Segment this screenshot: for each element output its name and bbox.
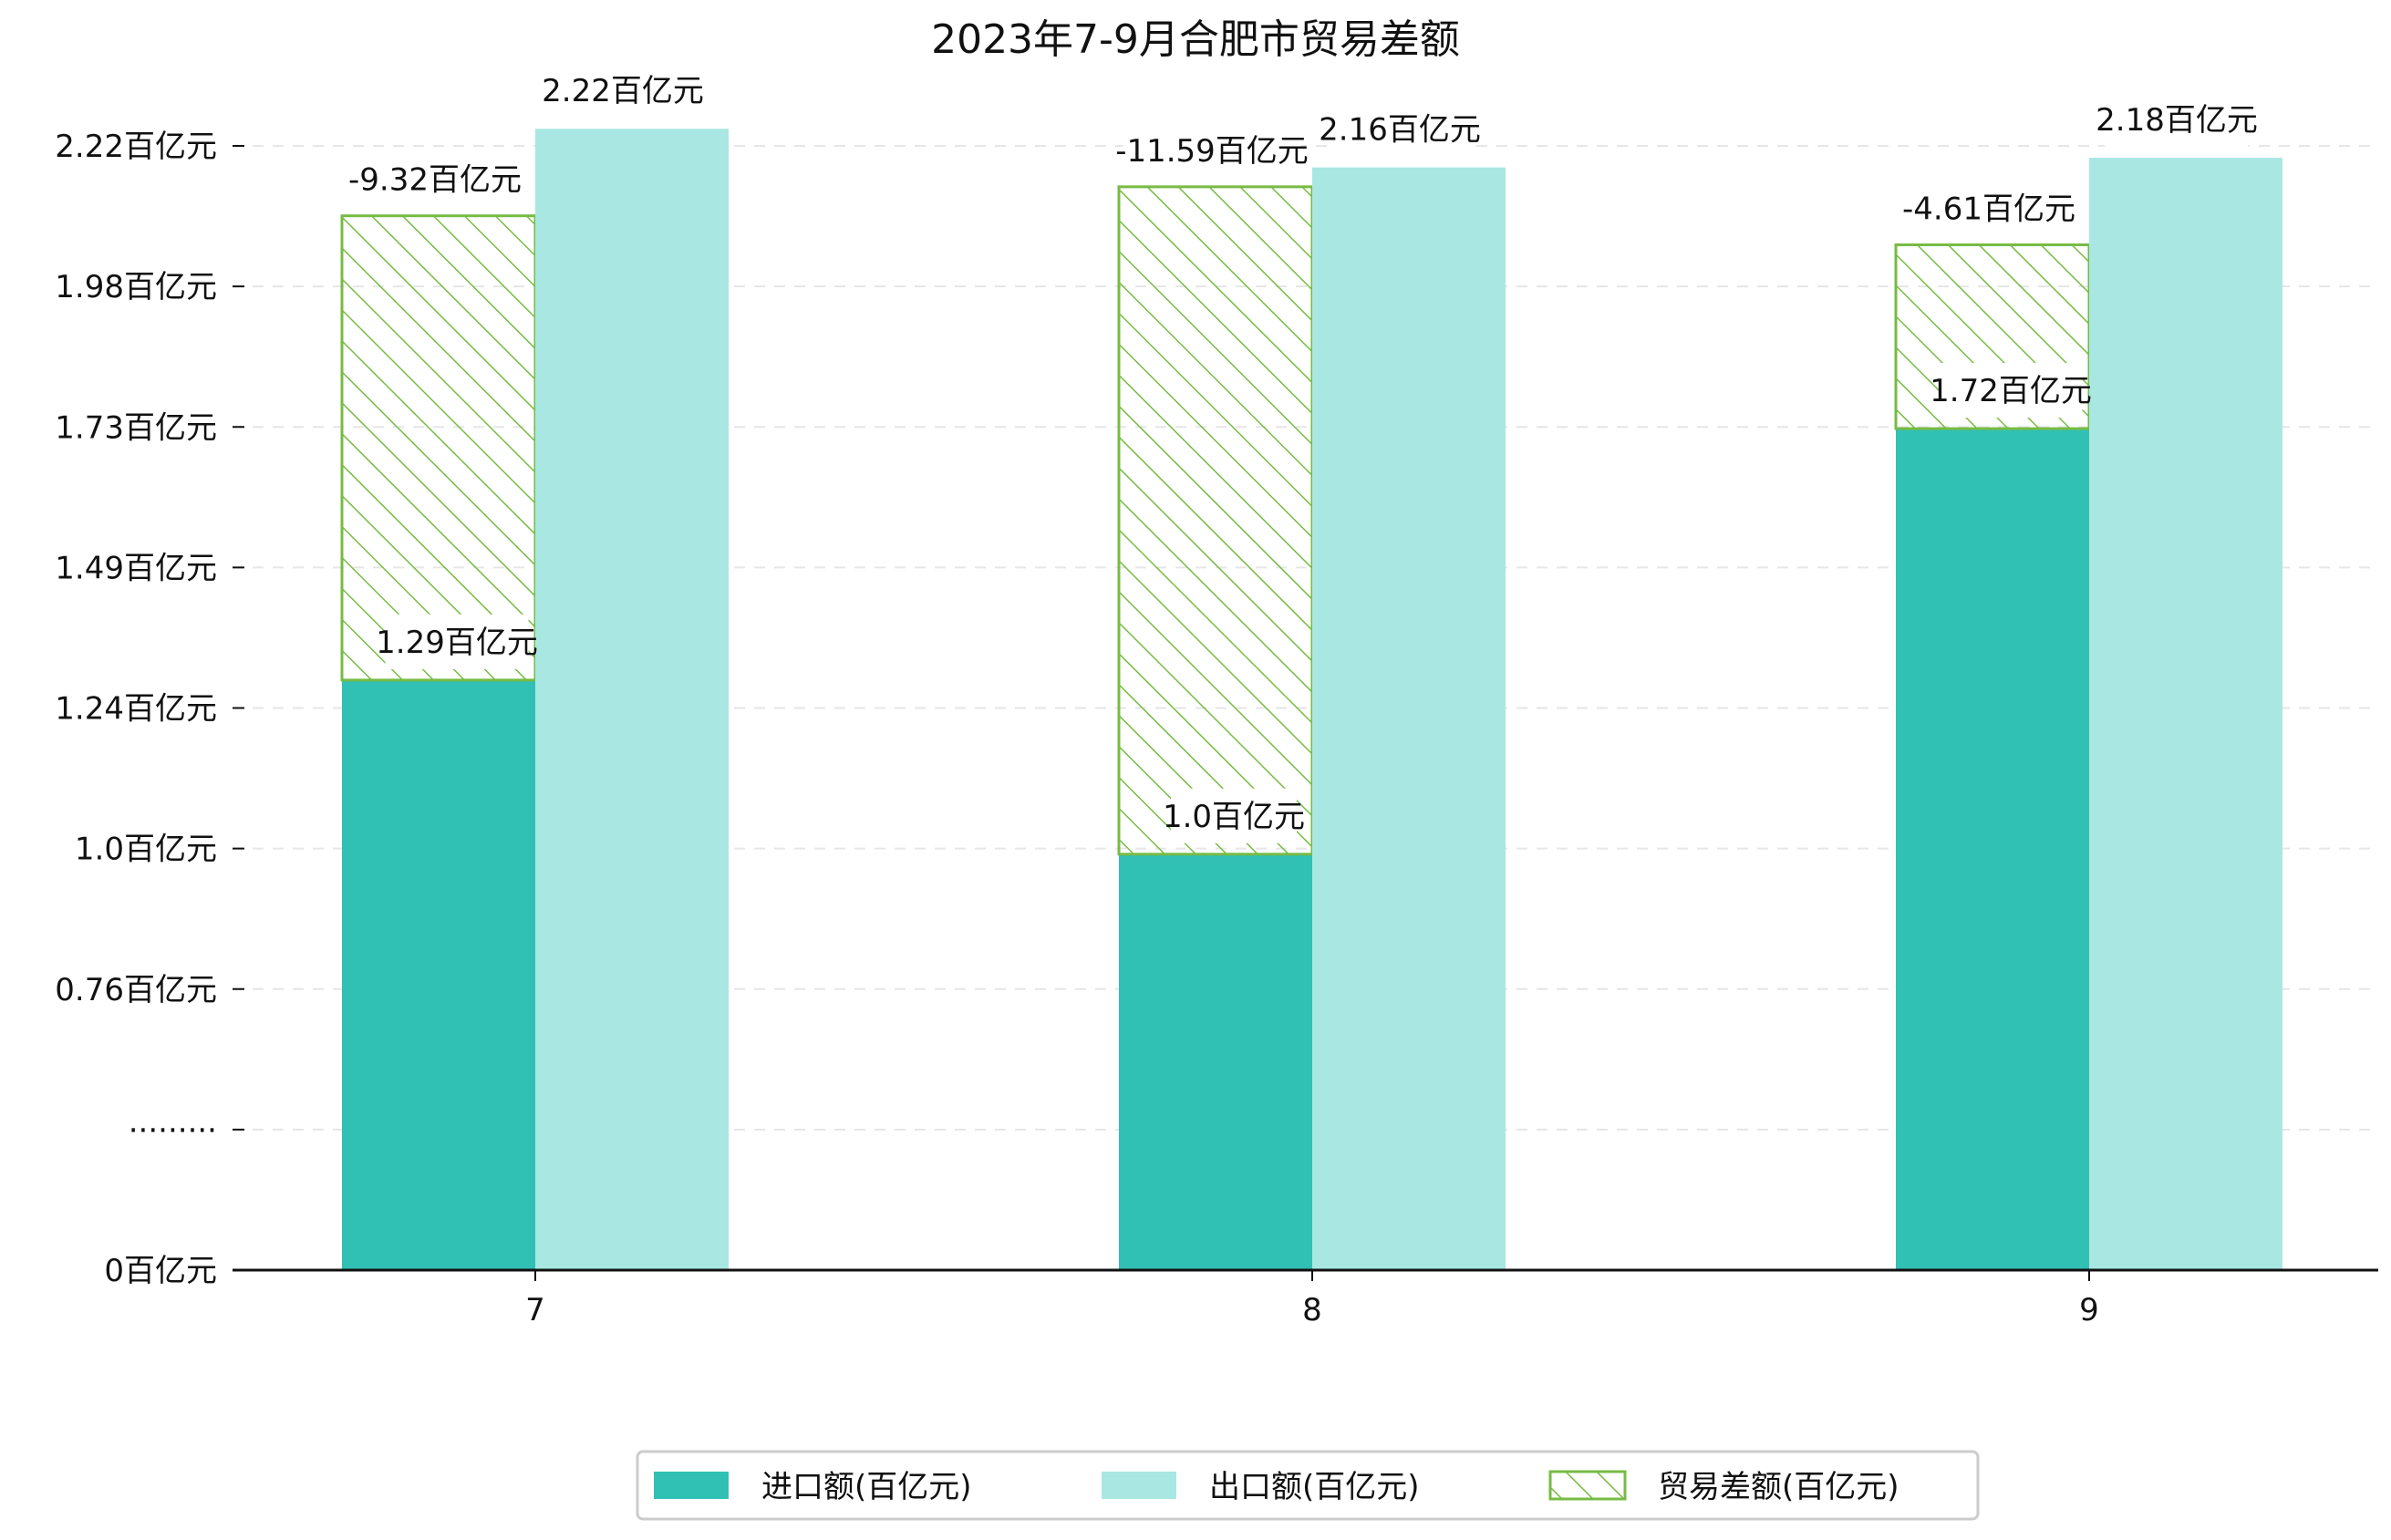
trade-balance-value-label-bg bbox=[1909, 181, 2069, 236]
x-tick-label: 8 bbox=[1302, 1292, 1322, 1328]
import-value-label-bg bbox=[1939, 363, 2083, 419]
y-tick-label: 0百亿元 bbox=[104, 1253, 217, 1289]
y-tick-label: 1.98百亿元 bbox=[55, 269, 217, 305]
bar-layer bbox=[340, 129, 2282, 1271]
import-value-label: 1.72百亿元 bbox=[1930, 373, 2092, 409]
import-value-label-bg bbox=[385, 614, 529, 669]
trade-balance-value-label: -11.59百亿元 bbox=[1115, 133, 1309, 170]
legend: 进口额(百亿元) 出口额(百亿元) 贸易差额(百亿元) bbox=[636, 1450, 1980, 1521]
x-tick-label: 9 bbox=[2079, 1292, 2099, 1328]
import-value-label: 1.0百亿元 bbox=[1163, 799, 1305, 835]
y-tick-label: 1.73百亿元 bbox=[55, 409, 217, 446]
trade-balance-value-label: -4.61百亿元 bbox=[1902, 191, 2075, 228]
legend-label: 进口额(百亿元) bbox=[761, 1469, 972, 1505]
import-bar bbox=[1119, 853, 1312, 1270]
legend-swatch bbox=[654, 1472, 729, 1499]
import-bar bbox=[342, 679, 535, 1270]
y-tick-label: 1.49百亿元 bbox=[55, 550, 217, 586]
chart-title: 2023年7-9月合肥市贸易差额 bbox=[931, 16, 1460, 63]
import-value-label-bg bbox=[1171, 788, 1297, 843]
legend-swatch bbox=[1548, 1470, 1627, 1501]
export-bar bbox=[535, 129, 729, 1270]
trade-balance-value-label-bg bbox=[1123, 122, 1301, 178]
export-value-label: 2.16百亿元 bbox=[1319, 112, 1481, 149]
y-axis: 0百亿元 ········· 0.76百亿元 1.0百亿元 1.24百亿元 1.49百亿元… bbox=[55, 129, 244, 1289]
legend-box bbox=[636, 1450, 1980, 1521]
legend-label: 贸易差额(百亿元) bbox=[1658, 1469, 1899, 1505]
y-tick-label: 2.22百亿元 bbox=[55, 129, 217, 165]
export-value-label-bg bbox=[551, 63, 695, 119]
trade-balance-value-label-bg bbox=[355, 151, 515, 207]
data-label-layer: 2.22百亿元 -9.32百亿元 1.29百亿元 2.16百亿元 -11.59百亿元 1.… bbox=[348, 63, 2258, 843]
export-bar bbox=[2089, 158, 2282, 1271]
export-value-label: 2.18百亿元 bbox=[2096, 102, 2258, 139]
trade-balance-value-label: -9.32百亿元 bbox=[348, 162, 522, 199]
y-tick-label: 1.0百亿元 bbox=[75, 832, 217, 868]
export-value-label: 2.22百亿元 bbox=[542, 73, 704, 109]
x-tick-label: 7 bbox=[525, 1292, 545, 1328]
y-tick-label: 1.24百亿元 bbox=[55, 691, 217, 728]
import-bar bbox=[1896, 429, 2089, 1270]
legend-label: 出口额(百亿元) bbox=[1209, 1469, 1420, 1505]
legend-swatch bbox=[1102, 1472, 1176, 1499]
import-value-label: 1.29百亿元 bbox=[376, 625, 538, 661]
x-axis: 7 8 9 bbox=[233, 1268, 2378, 1328]
y-tick-label: 0.76百亿元 bbox=[55, 972, 217, 1008]
export-bar bbox=[1312, 167, 1506, 1270]
y-tick-label: ········· bbox=[129, 1112, 217, 1149]
export-value-label-bg bbox=[2105, 92, 2249, 148]
export-value-label-bg bbox=[1328, 101, 1472, 157]
trade-balance-bar bbox=[1117, 185, 1314, 856]
trade-balance-bar bbox=[340, 214, 537, 682]
